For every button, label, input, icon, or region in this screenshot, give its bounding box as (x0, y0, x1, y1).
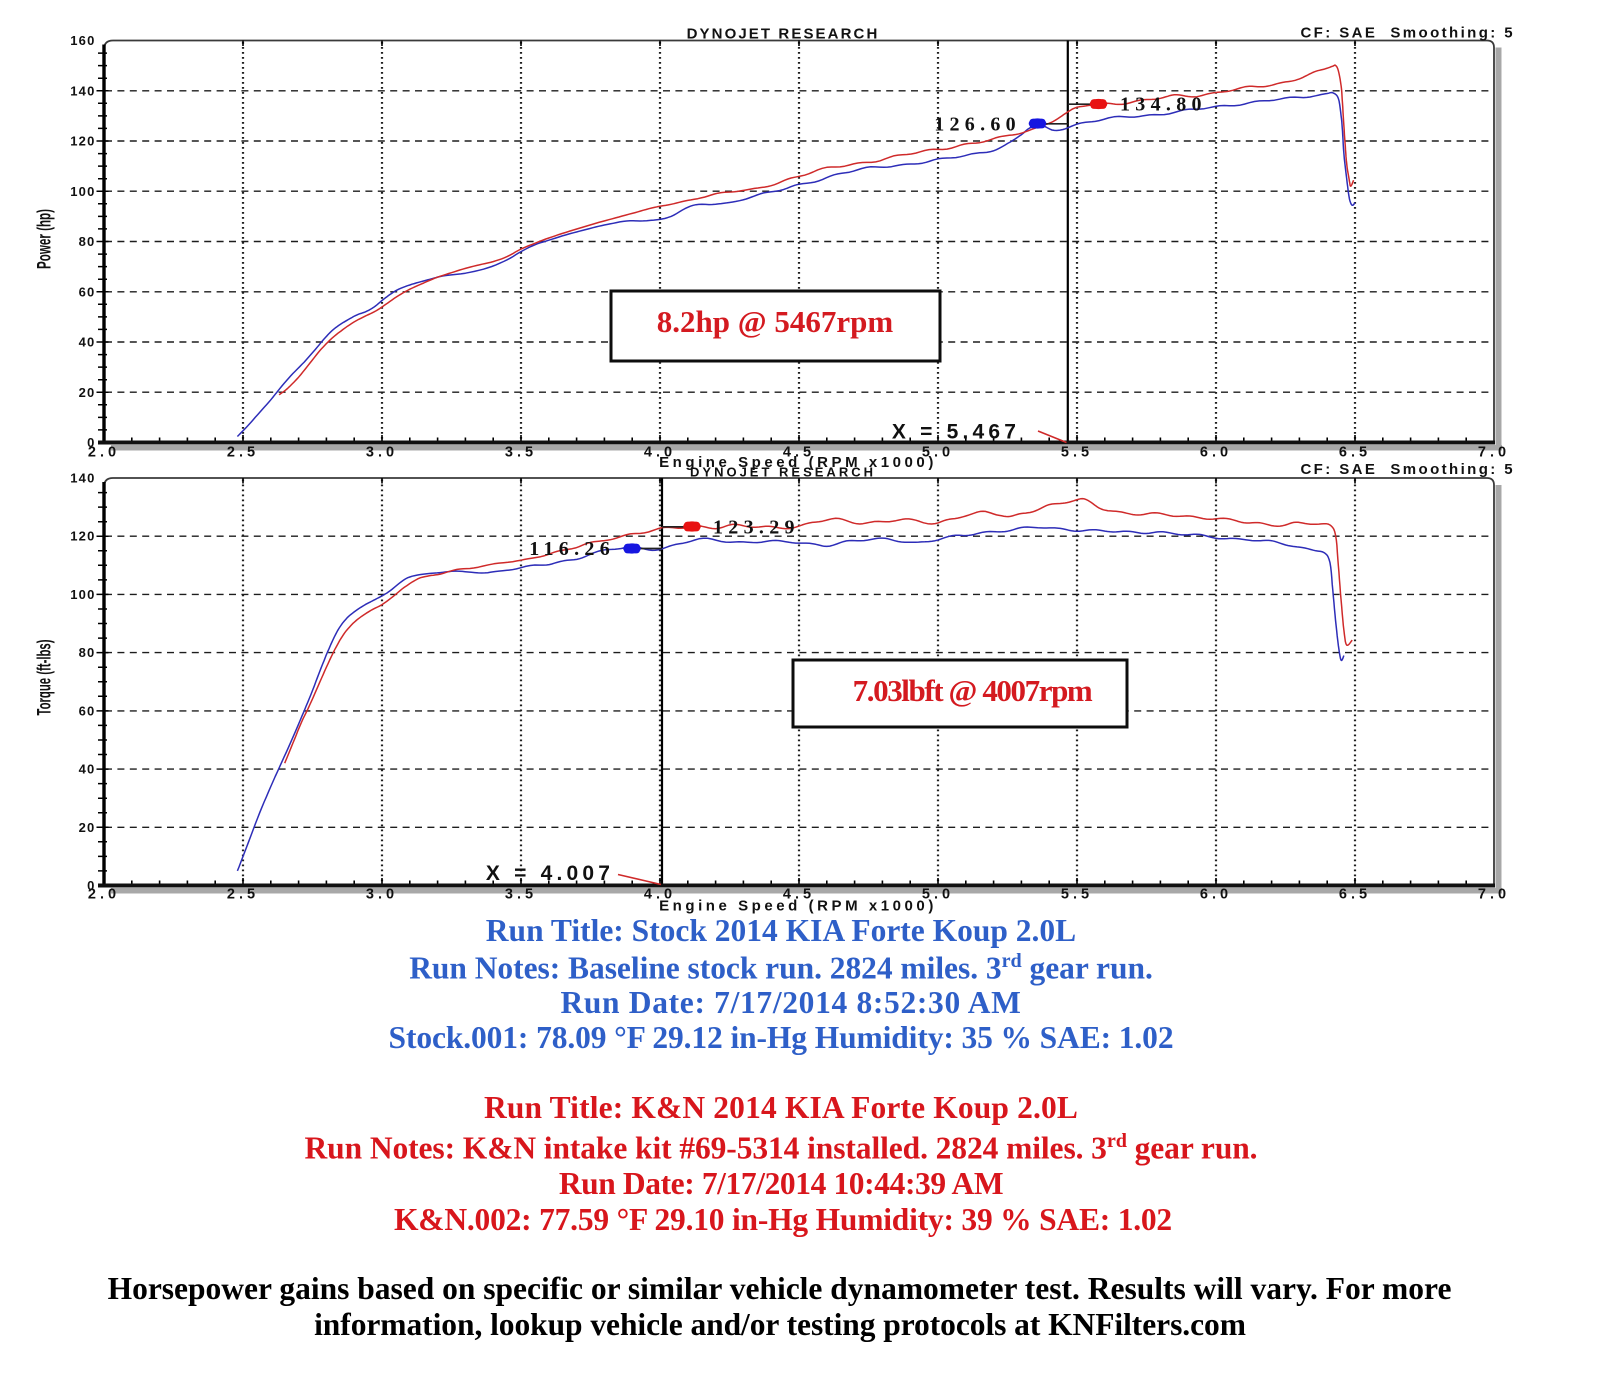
svg-text:6.5: 6.5 (1339, 445, 1371, 461)
svg-text:2.0: 2.0 (88, 445, 120, 461)
svg-text:20: 20 (79, 385, 96, 400)
svg-text:80: 80 (79, 234, 96, 249)
svg-text:4.0: 4.0 (644, 445, 676, 461)
svg-text:123.29: 123.29 (713, 517, 800, 539)
svg-text:3.0: 3.0 (366, 445, 398, 461)
svg-text:140: 140 (70, 83, 95, 98)
svg-text:60: 60 (79, 284, 96, 299)
svg-text:6.5: 6.5 (1339, 887, 1371, 903)
svg-text:DYNOJET RESEARCH: DYNOJET RESEARCH (687, 26, 880, 43)
svg-text:116.26: 116.26 (529, 538, 615, 560)
svg-text:CF: SAE Smoothing: 5: CF: SAE Smoothing: 5 (1300, 25, 1515, 42)
svg-text:X = 4.007: X = 4.007 (486, 862, 614, 885)
svg-text:0: 0 (87, 878, 95, 893)
svg-text:100: 100 (70, 184, 95, 199)
svg-text:40: 40 (79, 335, 96, 350)
svg-text:Torque (ft-lbs): Torque (ft-lbs) (35, 640, 56, 716)
svg-text:40: 40 (79, 762, 96, 777)
svg-text:134.80: 134.80 (1120, 94, 1207, 116)
svg-text:160: 160 (70, 33, 95, 48)
svg-text:X = 5.467: X = 5.467 (892, 421, 1020, 444)
svg-text:Engine Speed (RPM x1000): Engine Speed (RPM x1000) (659, 898, 937, 915)
svg-text:5.5: 5.5 (1061, 445, 1093, 461)
svg-text:3.0: 3.0 (366, 887, 398, 903)
svg-text:7.0: 7.0 (1478, 445, 1510, 461)
svg-text:20: 20 (79, 820, 96, 835)
svg-text:120: 120 (70, 134, 95, 149)
svg-text:4.5: 4.5 (783, 887, 815, 903)
svg-text:2.5: 2.5 (227, 887, 259, 903)
svg-text:4.0: 4.0 (644, 887, 676, 903)
svg-text:100: 100 (70, 587, 95, 602)
svg-text:2.5: 2.5 (227, 445, 259, 461)
svg-text:8.2hp @ 5467rpm: 8.2hp @ 5467rpm (657, 304, 894, 339)
svg-text:5.5: 5.5 (1061, 887, 1093, 903)
svg-text:7.03lbft @ 4007rpm: 7.03lbft @ 4007rpm (853, 673, 1093, 708)
svg-text:6.0: 6.0 (1200, 445, 1232, 461)
svg-text:DYNOJET RESEARCH: DYNOJET RESEARCH (690, 465, 876, 480)
svg-text:120: 120 (70, 529, 95, 544)
svg-text:5.0: 5.0 (922, 445, 954, 461)
svg-text:5.0: 5.0 (922, 887, 954, 903)
svg-text:126.60: 126.60 (934, 114, 1021, 136)
svg-text:3.5: 3.5 (505, 887, 537, 903)
svg-text:80: 80 (79, 645, 96, 660)
svg-text:2.0: 2.0 (88, 887, 120, 903)
svg-text:60: 60 (79, 703, 96, 718)
svg-text:Engine Speed (RPM x1000): Engine Speed (RPM x1000) (659, 454, 937, 471)
svg-text:Power (hp): Power (hp) (35, 209, 56, 269)
svg-text:0: 0 (87, 435, 95, 450)
svg-text:CF: SAE Smoothing: 5: CF: SAE Smoothing: 5 (1300, 461, 1515, 478)
svg-text:6.0: 6.0 (1200, 887, 1232, 903)
svg-text:7.0: 7.0 (1478, 887, 1510, 903)
svg-text:140: 140 (70, 471, 95, 486)
svg-text:4.5: 4.5 (783, 445, 815, 461)
svg-text:3.5: 3.5 (505, 445, 537, 461)
